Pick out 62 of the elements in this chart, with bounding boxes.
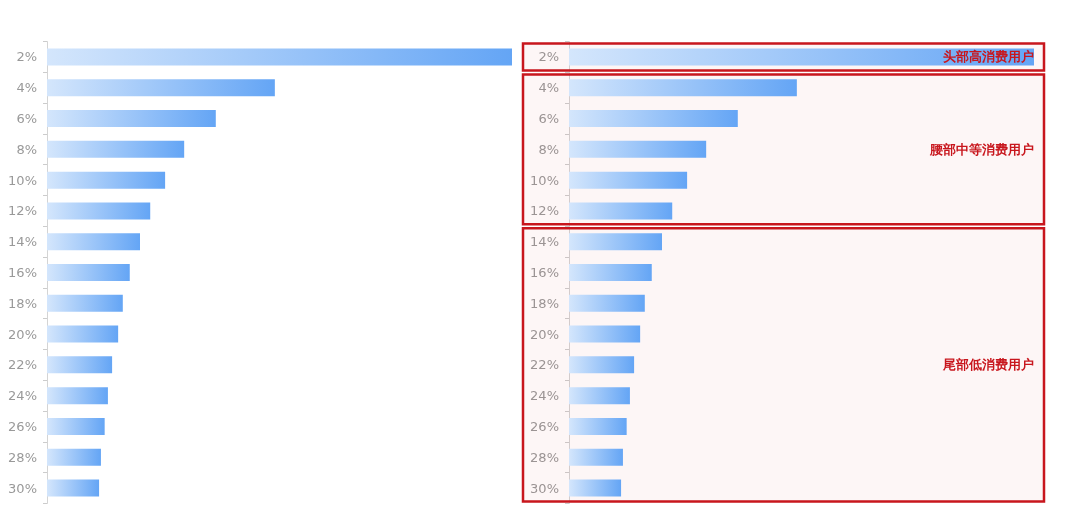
y-tick-label: 2%: [538, 49, 559, 65]
bar: [47, 325, 119, 343]
y-tick-label: 18%: [530, 295, 559, 311]
bar: [569, 79, 797, 97]
y-tick-label: 12%: [530, 203, 559, 219]
band-label: 尾部低消费用户: [942, 357, 1034, 373]
y-tick-label: 4%: [16, 80, 37, 96]
y-tick-label: 10%: [8, 172, 37, 188]
y-tick-label: 12%: [8, 203, 37, 219]
band-label: 头部高消费用户: [943, 49, 1034, 65]
bar: [569, 479, 622, 497]
y-tick-label: 8%: [538, 141, 559, 157]
bar: [47, 140, 185, 158]
bar: [47, 48, 512, 66]
y-tick-label: 24%: [530, 388, 559, 404]
bar: [569, 448, 623, 466]
bar: [47, 387, 108, 405]
bar: [47, 417, 105, 435]
y-tick-label: 2%: [16, 49, 37, 65]
bar: [47, 479, 100, 497]
band-label: 腰部中等消费用户: [929, 141, 1034, 157]
y-tick-label: 30%: [8, 480, 37, 496]
bar: [569, 356, 635, 374]
y-tick-label: 14%: [530, 234, 559, 250]
y-tick-label: 30%: [530, 480, 559, 496]
y-tick-label: 26%: [530, 418, 559, 434]
y-tick-label: 16%: [530, 265, 559, 280]
y-tick-label: 22%: [530, 357, 559, 373]
y-tick-label: 16%: [8, 265, 37, 280]
bar: [47, 356, 113, 374]
y-tick-label: 28%: [530, 449, 559, 465]
y-tick-label: 8%: [16, 141, 37, 157]
bar: [569, 325, 641, 343]
y-tick-label: 20%: [530, 326, 559, 342]
y-tick-label: 6%: [16, 111, 37, 127]
y-tick-label: 18%: [8, 295, 37, 311]
y-tick-label: 20%: [8, 326, 37, 342]
y-tick-label: 10%: [530, 172, 559, 188]
bar: [569, 140, 707, 158]
y-tick-label: 4%: [538, 80, 559, 96]
bar: [569, 294, 645, 312]
y-tick-label: 26%: [8, 418, 37, 434]
y-tick-label: 14%: [8, 234, 37, 250]
bar: [569, 202, 673, 220]
bar: [47, 233, 140, 251]
y-tick-label: 28%: [8, 449, 37, 465]
y-tick-label: 22%: [8, 357, 37, 373]
bar: [569, 110, 738, 128]
bar: [47, 294, 123, 312]
bar: [569, 264, 652, 281]
y-tick-label: 24%: [8, 388, 37, 404]
bar: [47, 448, 101, 466]
bar: [569, 387, 630, 405]
bar: [47, 264, 130, 281]
bar: [47, 202, 151, 220]
bar: [569, 233, 662, 251]
bar: [47, 171, 166, 189]
bar: [47, 110, 216, 128]
bar: [569, 171, 688, 189]
bar: [569, 417, 627, 435]
bar: [47, 79, 275, 97]
y-tick-label: 6%: [538, 111, 559, 127]
